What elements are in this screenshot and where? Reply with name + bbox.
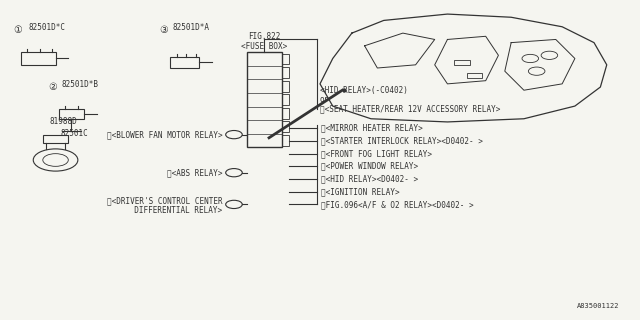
Bar xyxy=(282,67,289,78)
Bar xyxy=(282,108,289,119)
Bar xyxy=(282,122,289,132)
Text: DIFFERENTIAL RELAY>: DIFFERENTIAL RELAY> xyxy=(125,206,223,215)
Text: A835001122: A835001122 xyxy=(577,303,620,309)
Text: ③<SEAT HEATER/REAR 12V ACCESSORY RELAY>: ③<SEAT HEATER/REAR 12V ACCESSORY RELAY> xyxy=(320,105,500,114)
Bar xyxy=(282,135,289,146)
Text: ①FIG.096<A/F & O2 RELAY><D0402- >: ①FIG.096<A/F & O2 RELAY><D0402- > xyxy=(321,200,474,209)
Text: 81988D: 81988D xyxy=(49,116,77,125)
Bar xyxy=(59,109,84,119)
Bar xyxy=(43,135,68,142)
Bar xyxy=(454,60,470,65)
Text: ①<STARTER INTERLOCK RELAY><D0402- >: ①<STARTER INTERLOCK RELAY><D0402- > xyxy=(321,136,483,146)
Bar xyxy=(20,52,56,65)
Text: or: or xyxy=(320,95,329,104)
Text: ②: ② xyxy=(48,82,57,92)
Text: ③<HID RELAY><D0402- >: ③<HID RELAY><D0402- > xyxy=(321,174,419,184)
Text: 82501D*A: 82501D*A xyxy=(172,23,209,32)
Text: ②<DRIVER'S CONTROL CENTER: ②<DRIVER'S CONTROL CENTER xyxy=(107,196,223,205)
Text: 82501D*C: 82501D*C xyxy=(28,23,65,32)
Text: FIG.822: FIG.822 xyxy=(248,32,280,42)
Bar xyxy=(467,73,483,77)
Text: ②<ABS RELAY>: ②<ABS RELAY> xyxy=(167,168,223,177)
Bar xyxy=(282,53,289,64)
Text: ①<MIRROR HEATER RELAY>: ①<MIRROR HEATER RELAY> xyxy=(321,124,423,133)
Bar xyxy=(170,57,199,68)
Text: ③: ③ xyxy=(159,25,168,35)
Text: ②<BLOWER FAN MOTOR RELAY>: ②<BLOWER FAN MOTOR RELAY> xyxy=(107,130,223,139)
Bar xyxy=(246,52,282,147)
Bar xyxy=(282,81,289,92)
Circle shape xyxy=(226,131,243,139)
Bar xyxy=(282,94,289,105)
Circle shape xyxy=(226,200,243,209)
Text: 82501C: 82501C xyxy=(61,129,88,138)
Text: <FUSE BOX>: <FUSE BOX> xyxy=(241,42,287,51)
Text: ①<IGNITION RELAY>: ①<IGNITION RELAY> xyxy=(321,187,400,196)
Text: 82501D*B: 82501D*B xyxy=(62,80,99,89)
Text: <HID RELAY>(-C0402): <HID RELAY>(-C0402) xyxy=(320,86,408,95)
Text: ①: ① xyxy=(13,25,22,35)
Text: ①<FRONT FOG LIGHT RELAY>: ①<FRONT FOG LIGHT RELAY> xyxy=(321,149,432,158)
Text: ①<POWER WINDOW RELAY>: ①<POWER WINDOW RELAY> xyxy=(321,162,419,171)
Circle shape xyxy=(226,169,243,177)
